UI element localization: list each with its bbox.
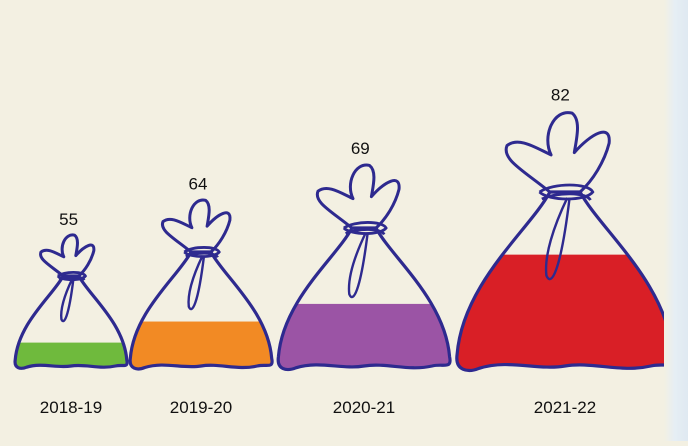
page-edge-decoration bbox=[664, 0, 688, 441]
bag-2020-21: 69 2020-21 bbox=[276, 139, 452, 417]
bag-top-2019-20 bbox=[160, 198, 232, 254]
bag-2018-19: 55 2018-19 bbox=[13, 210, 129, 417]
bag-string-2021-22 bbox=[544, 197, 571, 281]
bag-string-2018-19 bbox=[60, 278, 75, 323]
bag-top-2018-19 bbox=[39, 233, 96, 278]
bag-outline-2019-20 bbox=[128, 250, 274, 371]
bag-top-2020-21 bbox=[315, 163, 401, 230]
bag-outline-2021-22 bbox=[455, 190, 676, 372]
bags-layer: 55 2018-19 64 2019-20 69 2020-21 82 2021-22 bbox=[13, 85, 676, 417]
bag-fill-2020-21 bbox=[278, 303, 451, 370]
bag-fill-2018-19 bbox=[15, 342, 128, 369]
bag-2021-22: 82 2021-22 bbox=[455, 85, 676, 417]
bag-tie-2021-22 bbox=[538, 183, 595, 202]
bag-tie-2020-21 bbox=[342, 221, 388, 236]
bag-outline-2018-19 bbox=[13, 274, 129, 370]
category-label-2018-19: 2018-19 bbox=[40, 398, 102, 417]
bag-2019-20: 64 2019-20 bbox=[128, 174, 274, 417]
category-label-2021-22: 2021-22 bbox=[534, 398, 596, 417]
bag-string-2019-20 bbox=[187, 255, 206, 311]
bag-outline-2020-21 bbox=[276, 226, 452, 372]
bag-fill-2019-20 bbox=[130, 321, 273, 369]
value-label-2021-22: 82 bbox=[551, 85, 570, 104]
bag-top-2021-22 bbox=[504, 111, 611, 194]
value-label-2019-20: 64 bbox=[188, 174, 207, 193]
bag-string-2020-21 bbox=[347, 232, 369, 299]
value-label-2020-21: 69 bbox=[351, 139, 370, 158]
bag-fill-2021-22 bbox=[456, 254, 674, 371]
category-label-2020-21: 2020-21 bbox=[333, 398, 395, 417]
bag-tie-2019-20 bbox=[183, 246, 221, 259]
value-label-2018-19: 55 bbox=[59, 210, 78, 229]
bag-tie-2018-19 bbox=[56, 271, 88, 282]
category-label-2019-20: 2019-20 bbox=[170, 398, 232, 417]
